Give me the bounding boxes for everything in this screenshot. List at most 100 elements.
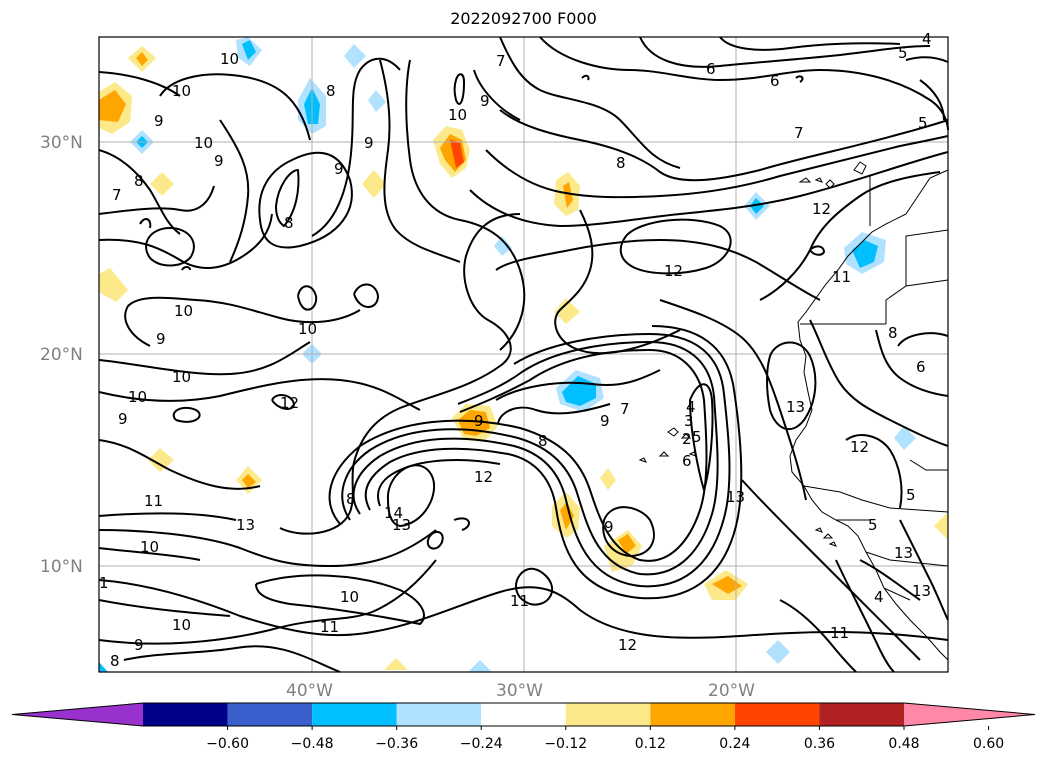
- contour-line: [379, 59, 461, 263]
- colorbar-tick-label: 0.48: [888, 736, 919, 752]
- colorbar-swatch: [312, 703, 397, 726]
- contour-line: [145, 227, 195, 267]
- positive-anomaly-patch: [99, 90, 126, 122]
- colorbar-tick-label: −0.60: [206, 736, 249, 752]
- contour-line: [809, 319, 949, 447]
- contour-label: 1: [99, 574, 109, 592]
- contour-label: 9: [480, 92, 490, 110]
- contour-line: [539, 36, 949, 131]
- contour-label: 12: [850, 438, 869, 456]
- contour-label: 10: [128, 388, 147, 406]
- negative-anomaly-patch: [468, 660, 492, 672]
- contour-line: [98, 439, 261, 490]
- contour-label: 3: [684, 412, 694, 430]
- contour-line: [311, 57, 401, 237]
- contour-label: 13: [236, 516, 255, 534]
- contour-label: 12: [474, 468, 493, 486]
- contour-label: 8: [538, 432, 548, 450]
- contour-line: [899, 519, 949, 621]
- contour-label: 12: [280, 394, 299, 412]
- colorbar-outline: [11, 702, 1036, 727]
- negative-anomaly-patch: [344, 44, 366, 68]
- contour-line: [485, 135, 949, 199]
- contour-label: 5: [918, 114, 928, 132]
- positive-anomaly-patch: [618, 534, 636, 554]
- colorbar-tick-label: −0.36: [375, 736, 418, 752]
- contour-line: [219, 119, 250, 263]
- contour-line: [353, 283, 379, 308]
- negative-anomaly-patch: [99, 662, 108, 672]
- contour-line: [364, 325, 743, 600]
- contour-line: [405, 59, 526, 351]
- contour-line: [386, 464, 435, 527]
- contour-label: 11: [510, 592, 529, 610]
- contour-label: 7: [620, 400, 630, 418]
- contour-label: 8: [134, 172, 144, 190]
- contour-label: 10: [174, 302, 193, 320]
- contour-line: [497, 403, 611, 425]
- lon-label-40w: 40°W: [286, 681, 333, 701]
- colorbar-extend-low: [12, 703, 143, 726]
- contour-label: 6: [682, 452, 692, 470]
- contour-label: 13: [912, 582, 931, 600]
- contour-line: [453, 73, 465, 105]
- contour-label: 11: [832, 268, 851, 286]
- contour-line: [473, 69, 521, 121]
- positive-anomaly-patch: [600, 468, 616, 490]
- contour-label: 12: [618, 636, 637, 654]
- contour-line: [123, 645, 341, 673]
- contour-label: 6: [706, 60, 716, 78]
- colorbar-swatch: [650, 703, 735, 726]
- contour-line: [619, 218, 732, 275]
- contour-line: [98, 213, 273, 270]
- contour-line: [98, 341, 311, 376]
- contour-line: [795, 75, 804, 83]
- contour-line: [159, 73, 311, 141]
- colorbar-tick-label: −0.48: [291, 736, 334, 752]
- contour-label: 8: [284, 214, 294, 232]
- country-border: [803, 485, 949, 513]
- lon-label-20w: 20°W: [708, 681, 755, 701]
- colorbar-tick-label: −0.24: [460, 736, 503, 752]
- contour-label: 8: [346, 490, 356, 508]
- contour-line: [897, 332, 949, 347]
- lat-label-10n: 10°N: [40, 557, 83, 577]
- colorbar-swatch: [481, 703, 566, 726]
- contour-label: 5: [906, 486, 916, 504]
- africa-coastline: [789, 169, 949, 661]
- contour-line: [719, 36, 901, 51]
- contour-label: 5: [868, 516, 878, 534]
- contour-line: [271, 394, 295, 410]
- contour-label: 6: [770, 72, 780, 90]
- canary-islands: [798, 161, 867, 189]
- contour-label: 5: [898, 44, 908, 62]
- negative-anomaly-patch: [852, 240, 878, 268]
- contour-label: 10: [448, 106, 467, 124]
- colorbar-tick-label: 0.24: [719, 736, 750, 752]
- contour-label: 10: [140, 538, 159, 556]
- colorbar-swatch: [565, 703, 651, 726]
- negative-anomaly-patch: [494, 236, 512, 256]
- colorbar: −0.60 −0.48 −0.36 −0.24 −0.12 0.12 0.24 0.36 0.4…: [11, 702, 1036, 752]
- contour-line: [602, 506, 655, 557]
- contour-line: [835, 559, 895, 673]
- country-border: [865, 551, 949, 567]
- contour-label: 9: [600, 412, 610, 430]
- contour-label: 9: [156, 330, 166, 348]
- contour-label: 4: [922, 30, 932, 48]
- contour-label: 9: [134, 636, 144, 654]
- contour-line: [297, 285, 318, 311]
- contour-line: [426, 531, 444, 550]
- country-border: [909, 459, 948, 471]
- contour-label: 2: [682, 430, 692, 448]
- contour-line: [98, 599, 231, 617]
- lon-label-30w: 30°W: [496, 681, 543, 701]
- country-border: [883, 587, 911, 601]
- coastlines: [638, 161, 949, 661]
- contour-labels: 10 10 9 10 9 7 8 9 8 9 10 9 8 7 6 6 5 4 …: [99, 30, 932, 670]
- contour-label: 11: [144, 492, 163, 510]
- contour-line: [581, 74, 590, 81]
- contour-line: [689, 383, 714, 491]
- positive-anomaly-patch: [554, 298, 580, 324]
